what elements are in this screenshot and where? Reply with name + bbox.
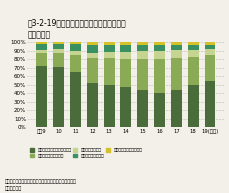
Bar — [137, 51, 148, 59]
Bar — [70, 44, 81, 51]
Bar — [87, 53, 98, 58]
Bar — [53, 49, 64, 53]
Bar — [188, 45, 199, 50]
Bar — [104, 58, 114, 85]
Bar — [120, 87, 131, 127]
Bar — [36, 50, 47, 53]
Bar — [137, 59, 148, 90]
Bar — [137, 42, 148, 45]
Bar — [70, 42, 81, 44]
Bar — [87, 58, 98, 83]
Bar — [87, 42, 98, 45]
Bar — [188, 85, 199, 127]
Bar — [53, 44, 64, 49]
Bar — [120, 52, 131, 59]
Text: 嘰3-2-19　ペットボトルの再生樹脂用途の
構成比推移: 嘰3-2-19 ペットボトルの再生樹脂用途の 構成比推移 — [27, 18, 126, 39]
Bar — [70, 55, 81, 72]
Bar — [53, 67, 64, 127]
Bar — [36, 42, 47, 44]
Bar — [154, 93, 165, 127]
Bar — [154, 59, 165, 93]
Bar — [137, 45, 148, 51]
Bar — [188, 50, 199, 57]
Bar — [154, 51, 165, 59]
Bar — [171, 45, 182, 50]
Bar — [53, 53, 64, 67]
Bar — [188, 57, 199, 85]
Bar — [154, 42, 165, 45]
Bar — [104, 45, 114, 52]
Bar — [171, 50, 182, 58]
Bar — [171, 42, 182, 45]
Bar — [171, 90, 182, 127]
Bar — [36, 66, 47, 127]
Bar — [36, 53, 47, 66]
Bar — [87, 45, 98, 53]
Bar — [204, 45, 215, 49]
Bar — [171, 58, 182, 90]
Bar — [120, 59, 131, 87]
Bar — [53, 42, 64, 44]
Bar — [70, 72, 81, 127]
Bar — [188, 42, 199, 45]
Bar — [120, 42, 131, 45]
Legend: 繊維（衣料品、カーペット）, シート（卵パック等）, ボトル（洗剤等）, 成形品（植木鉢等）, その他（結束バンド等）: 繊維（衣料品、カーペット）, シート（卵パック等）, ボトル（洗剤等）, 成形品… — [30, 148, 142, 158]
Bar — [36, 44, 47, 50]
Bar — [120, 45, 131, 52]
Bar — [104, 52, 114, 58]
Bar — [204, 42, 215, 45]
Text: 資料：財団法人日本容器包装リサイクル協会資料より環
　　境省作成: 資料：財団法人日本容器包装リサイクル協会資料より環 境省作成 — [5, 179, 76, 191]
Bar — [87, 83, 98, 127]
Bar — [204, 49, 215, 55]
Bar — [104, 42, 114, 45]
Bar — [154, 45, 165, 51]
Bar — [204, 55, 215, 81]
Bar — [70, 51, 81, 55]
Bar — [137, 90, 148, 127]
Bar — [104, 85, 114, 127]
Bar — [204, 81, 215, 127]
